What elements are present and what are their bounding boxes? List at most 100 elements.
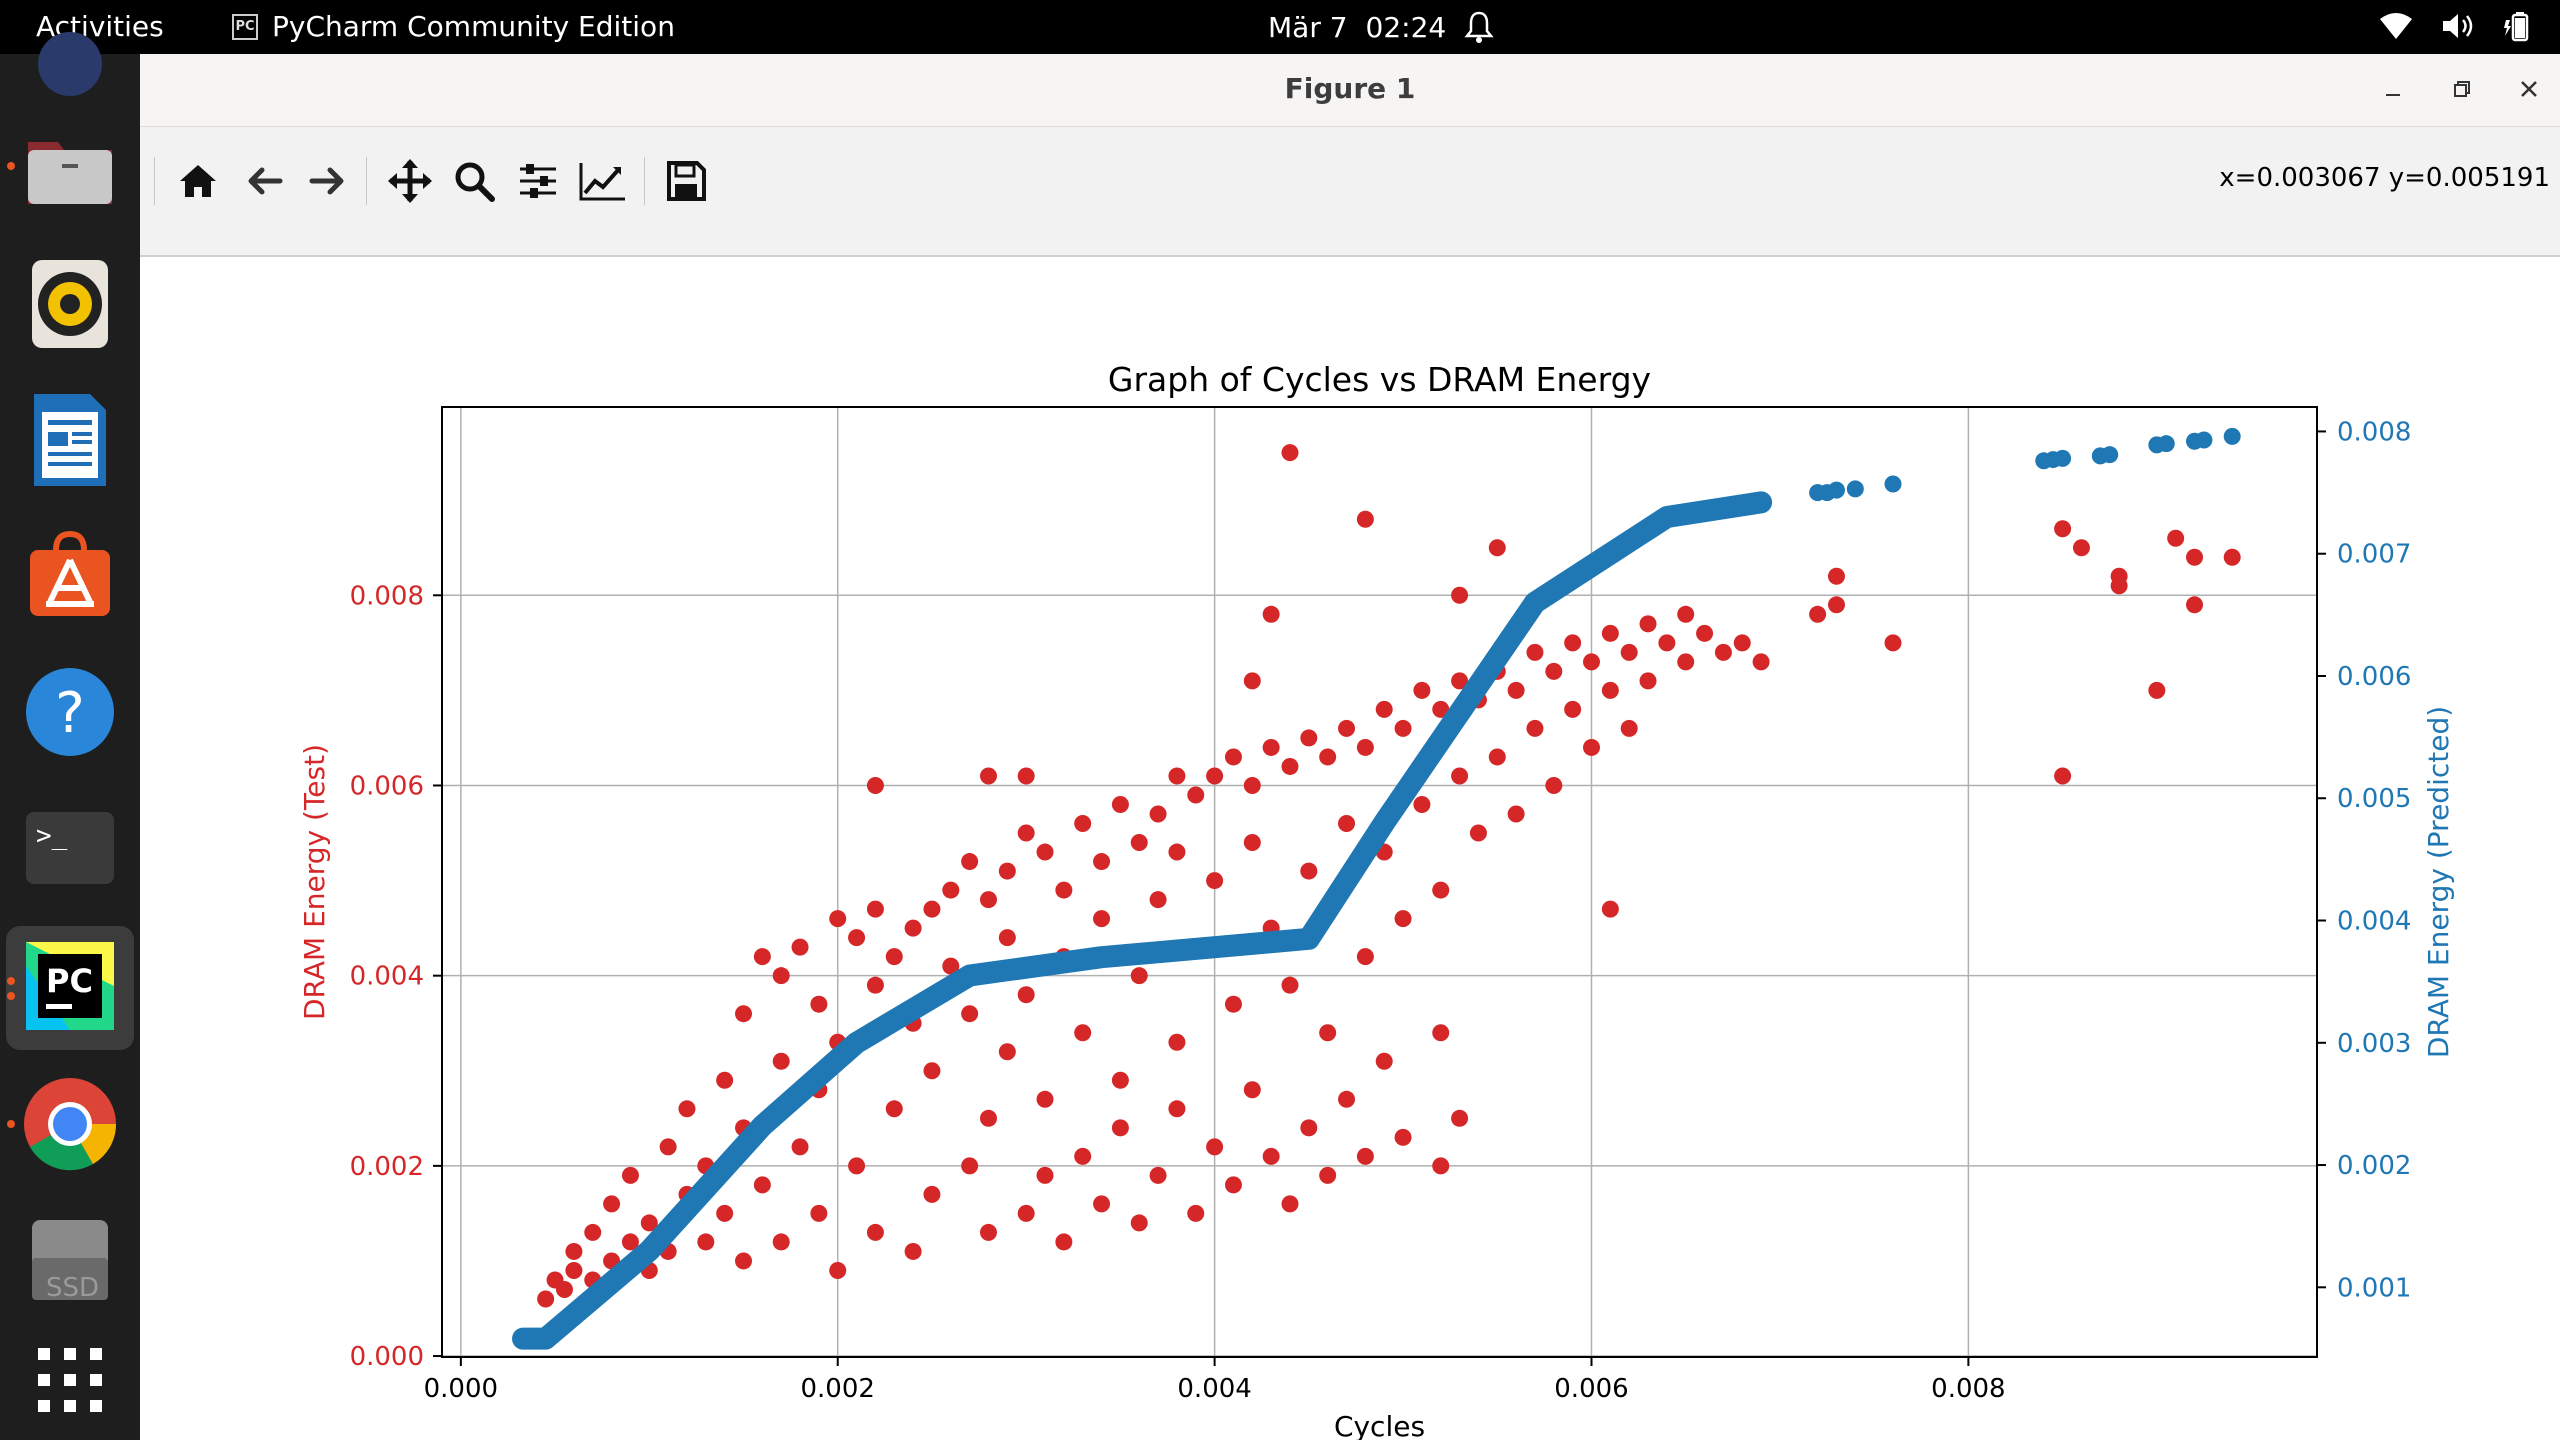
app-menu[interactable]: PC PyCharm Community Edition (232, 10, 675, 43)
test-point (1639, 672, 1657, 690)
test-point (979, 1109, 997, 1127)
test-point (537, 1290, 555, 1308)
save-icon (667, 161, 706, 201)
predicted-point (2157, 435, 2175, 453)
test-point (1319, 748, 1337, 766)
test-point (1375, 1052, 1393, 1070)
test-point (1243, 1081, 1261, 1099)
test-point (772, 967, 790, 985)
test-point (1432, 881, 1450, 899)
test-point (1149, 805, 1167, 823)
back-button[interactable] (236, 153, 292, 209)
dock-libreoffice-writer[interactable] (20, 390, 120, 490)
test-point (1469, 824, 1487, 842)
dock-terminal[interactable]: >_ (20, 798, 120, 898)
pycharm-icon: PC (26, 942, 114, 1030)
test-point (2054, 520, 2072, 538)
x-tick-label: 0.006 (1554, 1374, 1628, 1404)
svg-text:PC: PC (46, 962, 93, 1000)
test-point (1111, 1071, 1129, 1089)
grid-icon (38, 1348, 102, 1412)
test-point (848, 1157, 866, 1175)
x-tick-label: 0.004 (1177, 1374, 1251, 1404)
test-point (1036, 843, 1054, 861)
minimize-icon[interactable] (2378, 74, 2408, 108)
store-icon (30, 530, 110, 616)
clock-date: Mär 7 (1268, 10, 1348, 44)
dock-files[interactable] (20, 120, 120, 220)
test-point (1168, 767, 1186, 785)
test-point (1074, 1147, 1092, 1165)
save-button[interactable] (658, 153, 714, 209)
test-point (1281, 444, 1299, 462)
test-point (1017, 767, 1035, 785)
test-point (1620, 643, 1638, 661)
predicted-point (1827, 481, 1845, 499)
plot-canvas[interactable]: 0.000 0.002 0.004 0.006 0.008 0.000 0.002 0.004… (140, 257, 2560, 1443)
test-point (1224, 1176, 1242, 1194)
restore-icon[interactable] (2446, 74, 2476, 108)
clock[interactable]: Mär 7 02:24 (1268, 10, 1494, 44)
dock-help[interactable]: ? (20, 662, 120, 762)
forward-icon (309, 167, 344, 195)
edit-axis-button[interactable] (574, 153, 630, 209)
chart[interactable]: 0.000 0.002 0.004 0.006 0.008 0.000 0.002 0.004… (140, 257, 2560, 1443)
top-bar: Activities PC PyCharm Community Edition … (0, 0, 2560, 54)
window-title: Figure 1 (1284, 72, 1416, 105)
test-point (998, 862, 1016, 880)
system-tray[interactable] (2378, 10, 2538, 42)
test-point (1696, 624, 1714, 642)
test-point (1300, 729, 1318, 747)
document-icon (34, 394, 106, 486)
test-point (1507, 681, 1525, 699)
test-point (1884, 634, 1902, 652)
title-bar[interactable]: Figure 1 (140, 54, 2560, 127)
test-point (659, 1138, 677, 1156)
dock-show-apps[interactable] (20, 1330, 120, 1430)
test-point (1545, 776, 1563, 794)
predicted-point (2054, 449, 2072, 467)
close-icon[interactable] (2514, 74, 2544, 108)
test-point (923, 1185, 941, 1203)
test-point (621, 1166, 639, 1184)
pycharm-small-icon: PC (232, 13, 258, 40)
matplotlib-toolbar: x=0.003067 y=0.005191 (140, 127, 2560, 257)
configure-subplots-button[interactable] (510, 153, 566, 209)
test-point (1752, 653, 1770, 671)
forward-button[interactable] (300, 153, 356, 209)
figure-window: Figure 1 (140, 54, 2560, 1443)
test-point (2223, 548, 2241, 566)
test-point (2072, 539, 2090, 557)
dock-ssd[interactable]: SSD (20, 1210, 120, 1310)
test-point (1111, 795, 1129, 813)
test-point (1413, 681, 1431, 699)
home-button[interactable] (170, 153, 226, 209)
pan-button[interactable] (382, 153, 438, 209)
test-point (1451, 1109, 1469, 1127)
test-point (1564, 700, 1582, 718)
test-point (1356, 1147, 1374, 1165)
terminal-icon: >_ (26, 812, 114, 884)
test-point (753, 1176, 771, 1194)
dock-partial-icon[interactable] (20, 14, 120, 114)
test-point (735, 1252, 753, 1270)
zoom-button[interactable] (446, 153, 502, 209)
y-tick-label-right: 0.007 (2337, 540, 2411, 570)
test-point (1658, 634, 1676, 652)
test-point (584, 1223, 602, 1241)
dock-pycharm[interactable]: PC (6, 926, 134, 1050)
test-point (923, 900, 941, 918)
dock-chrome[interactable] (20, 1074, 120, 1174)
test-point (1281, 976, 1299, 994)
test-point (1375, 700, 1393, 718)
test-point (1601, 681, 1619, 699)
test-point (1526, 719, 1544, 737)
test-point (1451, 767, 1469, 785)
x-tick-label: 0.002 (801, 1374, 875, 1404)
test-point (1130, 967, 1148, 985)
dock-app-center[interactable] (20, 526, 120, 626)
test-point (565, 1261, 583, 1279)
test-point (979, 891, 997, 909)
test-point (961, 1157, 979, 1175)
dock-rhythmbox[interactable] (20, 254, 120, 354)
